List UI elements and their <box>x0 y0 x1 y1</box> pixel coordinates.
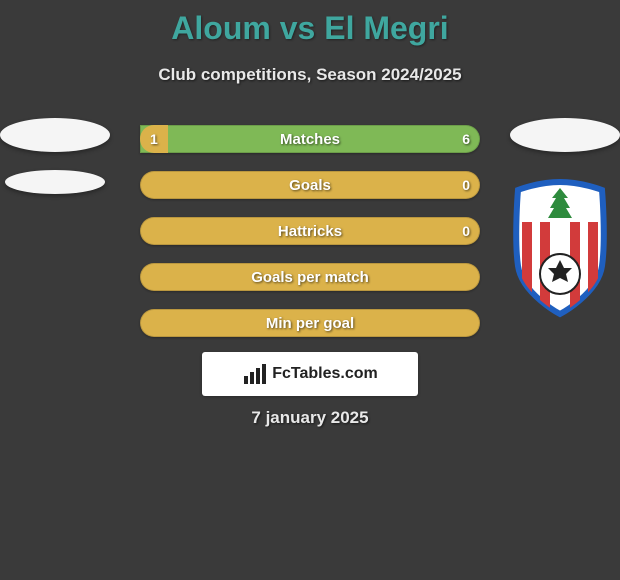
stat-label: Min per goal <box>266 315 354 332</box>
stat-right-value: 0 <box>462 177 470 193</box>
stat-row-goals-per-match: Goals per match <box>140 263 480 291</box>
silhouette-head <box>0 118 110 152</box>
stat-right-value: 0 <box>462 223 470 239</box>
club-crest <box>510 178 610 318</box>
page-subtitle: Club competitions, Season 2024/2025 <box>0 65 620 85</box>
date-label: 7 january 2025 <box>0 408 620 428</box>
stat-label: Goals per match <box>251 269 369 286</box>
player-right-silhouette <box>510 118 620 152</box>
stat-label: Matches <box>280 131 340 148</box>
silhouette-head <box>510 118 620 152</box>
brand-box: FcTables.com <box>202 352 418 396</box>
stat-label: Hattricks <box>278 223 342 240</box>
stat-row-goals: Goals 0 <box>140 171 480 199</box>
stat-row-matches: 1 Matches 6 <box>140 125 480 153</box>
stat-label: Goals <box>289 177 331 194</box>
stat-left-value: 1 <box>150 131 158 147</box>
brand-label: FcTables.com <box>272 365 378 383</box>
crest-svg <box>510 178 610 318</box>
stats-panel: 1 Matches 6 Goals 0 Hattricks 0 Goals pe… <box>140 125 480 355</box>
stat-row-hattricks: Hattricks 0 <box>140 217 480 245</box>
silhouette-shoulders <box>5 170 105 194</box>
bars-icon <box>242 362 266 386</box>
player-left-silhouette <box>0 118 110 194</box>
stat-right-value: 6 <box>462 131 470 147</box>
stat-row-min-per-goal: Min per goal <box>140 309 480 337</box>
page-title: Aloum vs El Megri <box>0 0 620 47</box>
